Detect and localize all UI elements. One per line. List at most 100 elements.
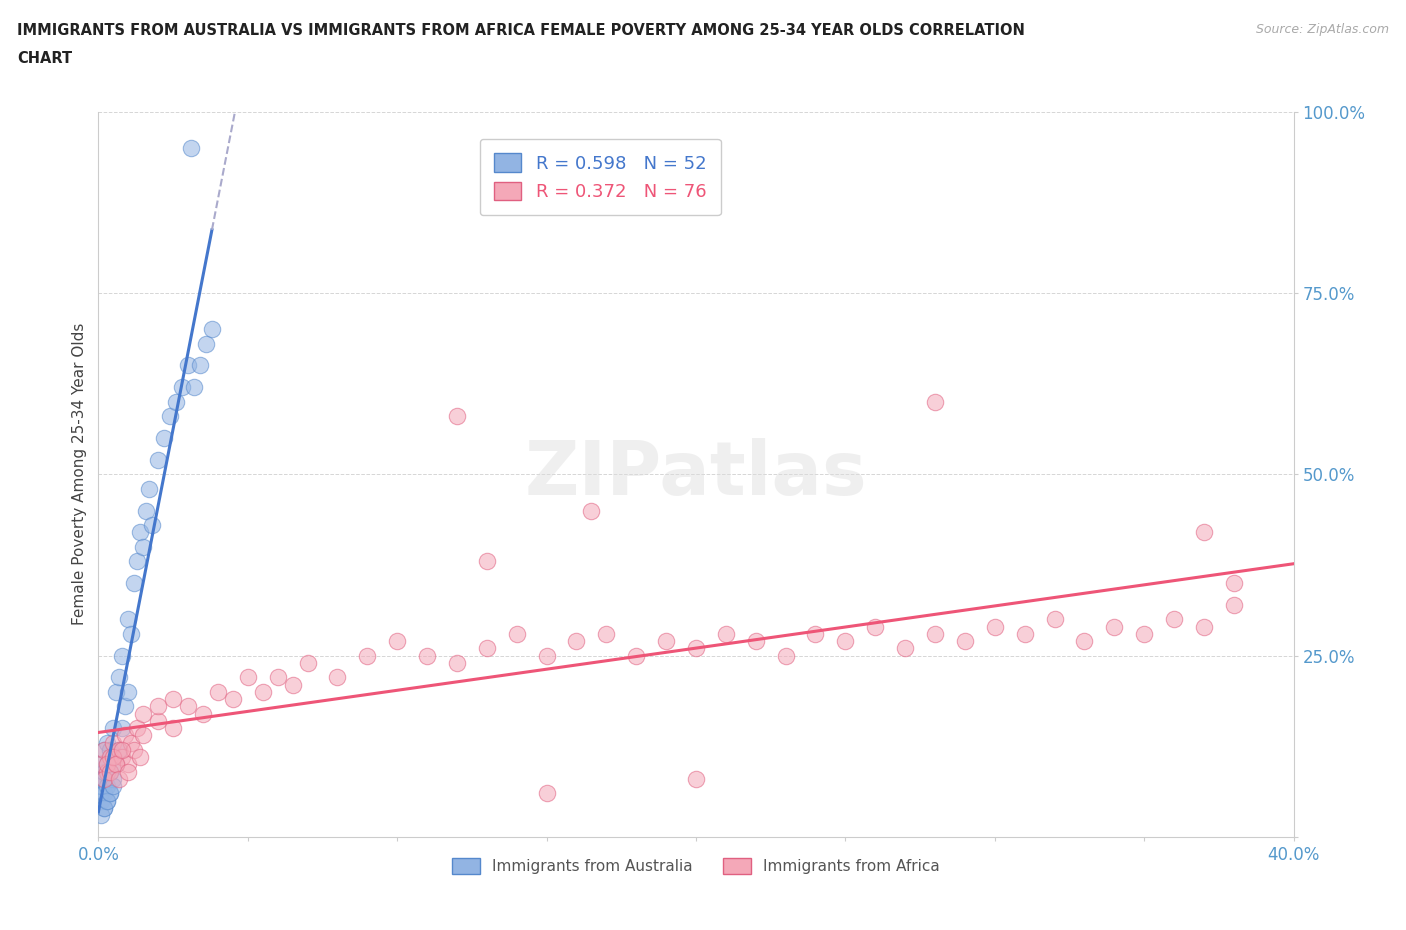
Point <box>132 539 155 554</box>
Point <box>446 656 468 671</box>
Point <box>96 793 118 808</box>
Point <box>153 431 176 445</box>
Point <box>385 633 409 648</box>
Point <box>297 656 319 671</box>
Point <box>159 409 181 424</box>
Point <box>281 677 304 692</box>
Point <box>90 793 112 808</box>
Point <box>90 757 112 772</box>
Point <box>114 728 136 743</box>
Point <box>655 633 678 648</box>
Point <box>1192 525 1215 539</box>
Point <box>148 452 170 467</box>
Point <box>1014 627 1036 642</box>
Point <box>93 801 115 816</box>
Point <box>96 764 118 779</box>
Text: Source: ZipAtlas.com: Source: ZipAtlas.com <box>1256 23 1389 36</box>
Point <box>714 627 737 642</box>
Point <box>1043 612 1066 627</box>
Y-axis label: Female Poverty Among 25-34 Year Olds: Female Poverty Among 25-34 Year Olds <box>72 323 87 626</box>
Point <box>804 627 827 642</box>
Point <box>685 641 707 656</box>
Point <box>865 619 887 634</box>
Point <box>685 772 707 787</box>
Point <box>108 742 131 757</box>
Point <box>894 641 917 656</box>
Point <box>1104 619 1126 634</box>
Point <box>98 764 122 779</box>
Point <box>108 670 131 684</box>
Point <box>96 757 118 772</box>
Point <box>108 772 131 787</box>
Point <box>111 750 134 764</box>
Point <box>595 627 617 642</box>
Point <box>90 772 112 787</box>
Point <box>834 633 856 648</box>
Point <box>745 633 768 648</box>
Point <box>117 684 139 699</box>
Point <box>120 627 142 642</box>
Point <box>117 612 139 627</box>
Point <box>117 757 139 772</box>
Point <box>132 706 155 721</box>
Point <box>191 706 214 721</box>
Point <box>93 801 115 816</box>
Point <box>117 764 139 779</box>
Point <box>93 742 115 757</box>
Point <box>177 699 200 714</box>
Point <box>506 627 529 642</box>
Point <box>177 358 200 373</box>
Point <box>183 379 205 394</box>
Point <box>98 786 122 801</box>
Point <box>165 394 187 409</box>
Point <box>93 772 115 787</box>
Point <box>96 757 118 772</box>
Text: IMMIGRANTS FROM AUSTRALIA VS IMMIGRANTS FROM AFRICA FEMALE POVERTY AMONG 25-34 Y: IMMIGRANTS FROM AUSTRALIA VS IMMIGRANTS … <box>17 23 1025 38</box>
Point <box>775 648 797 663</box>
Point <box>924 394 946 409</box>
Point <box>111 721 134 736</box>
Point <box>98 786 122 801</box>
Point <box>984 619 1007 634</box>
Point <box>103 750 125 764</box>
Point <box>105 757 128 772</box>
Point <box>565 633 588 648</box>
Point <box>138 482 160 497</box>
Point <box>626 648 648 663</box>
Point <box>141 518 163 533</box>
Point <box>98 750 122 764</box>
Point <box>98 764 122 779</box>
Text: ZIPatlas: ZIPatlas <box>524 438 868 511</box>
Point <box>111 742 134 757</box>
Point <box>252 684 274 699</box>
Text: CHART: CHART <box>17 51 72 66</box>
Point <box>1163 612 1185 627</box>
Point <box>132 728 155 743</box>
Point <box>103 736 125 751</box>
Point <box>1223 597 1246 612</box>
Point <box>93 786 115 801</box>
Point <box>536 648 558 663</box>
Point <box>416 648 439 663</box>
Point <box>105 684 128 699</box>
Point <box>105 757 128 772</box>
Point <box>267 670 290 684</box>
Point <box>103 778 125 793</box>
Point <box>93 742 115 757</box>
Point <box>96 736 118 751</box>
Point <box>1223 576 1246 591</box>
Point <box>129 525 152 539</box>
Point <box>581 503 603 518</box>
Legend: Immigrants from Australia, Immigrants from Africa: Immigrants from Australia, Immigrants fr… <box>446 852 946 880</box>
Point <box>207 684 229 699</box>
Point <box>129 750 152 764</box>
Point <box>1133 627 1156 642</box>
Point <box>103 772 125 787</box>
Point <box>98 742 122 757</box>
Point <box>475 554 498 569</box>
Point <box>162 721 184 736</box>
Point <box>90 808 112 823</box>
Point <box>188 358 211 373</box>
Point <box>180 140 202 155</box>
Point <box>1192 619 1215 634</box>
